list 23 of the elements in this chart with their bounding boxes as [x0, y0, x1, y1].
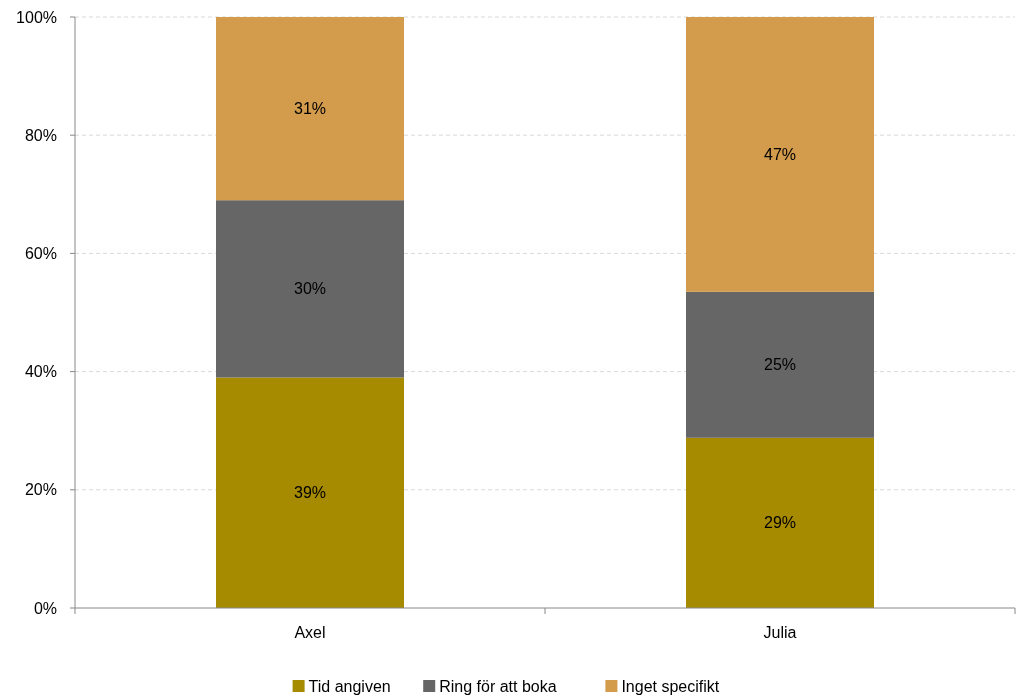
x-tick-label: Julia — [763, 624, 797, 641]
data-label: 30% — [293, 280, 327, 298]
bar — [686, 437, 874, 608]
bar — [216, 377, 404, 608]
y-tick-label: 0% — [33, 599, 57, 617]
legend-label: Ring för att boka — [439, 677, 557, 695]
data-label: 31% — [293, 100, 327, 118]
x-tick-label: Axel — [294, 624, 326, 641]
y-tick-label: 80% — [24, 126, 57, 144]
data-label: 47% — [763, 146, 797, 164]
bar — [686, 17, 874, 292]
data-label: 25% — [763, 356, 797, 374]
y-tick-label: 20% — [24, 481, 57, 499]
legend-label: Tid angiven — [308, 677, 391, 695]
y-tick-label: 40% — [24, 363, 57, 381]
data-label: 39% — [293, 484, 327, 502]
bar — [216, 17, 404, 201]
bar — [686, 291, 874, 438]
data-label: 29% — [763, 514, 797, 532]
y-tick-label: 100% — [16, 8, 57, 26]
y-tick-label: 60% — [24, 245, 57, 262]
bar — [216, 200, 404, 378]
legend-label: Inget specifikt — [621, 677, 720, 695]
